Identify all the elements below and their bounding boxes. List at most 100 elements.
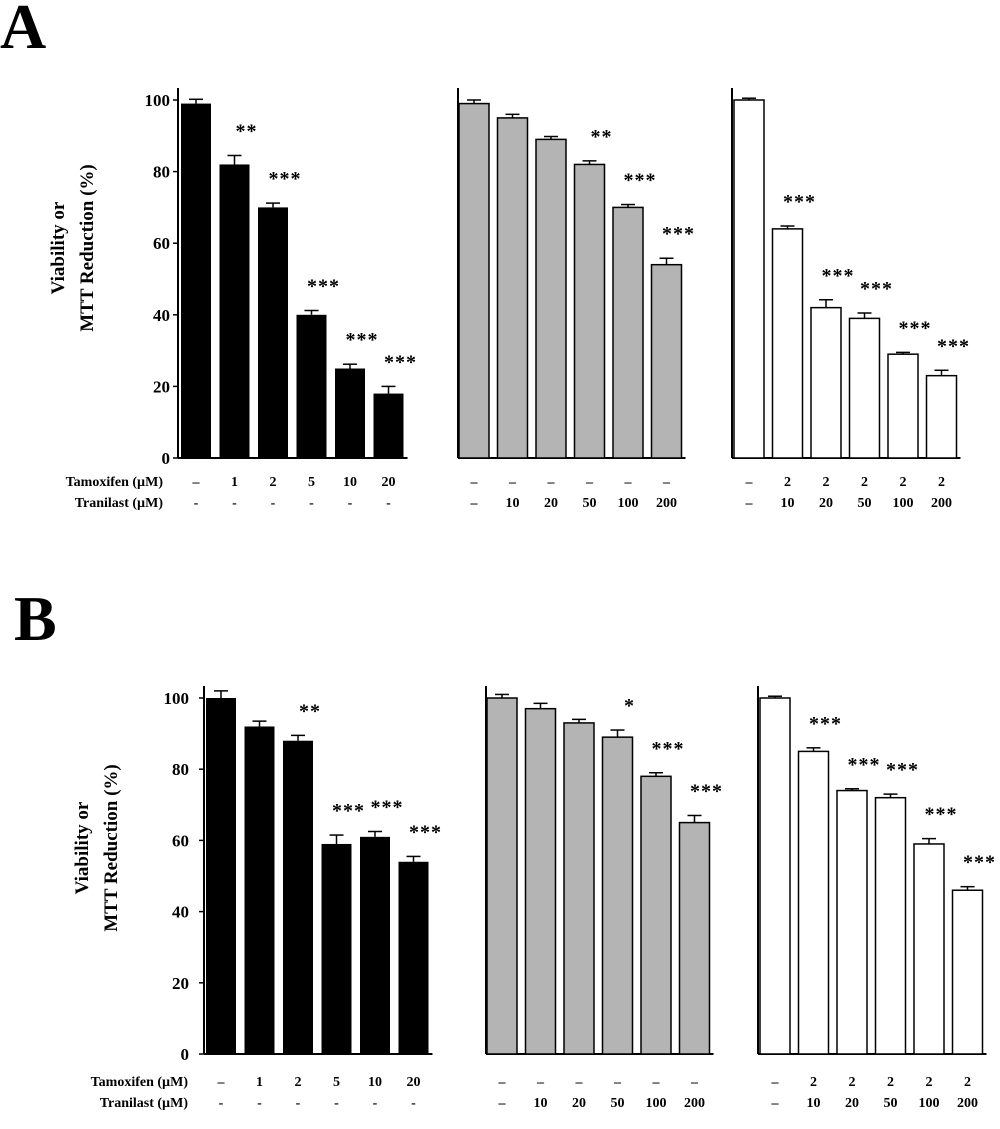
bar: [848, 317, 881, 459]
significance-label: ***: [371, 797, 404, 819]
tranilast-dose-label: -: [194, 496, 199, 511]
significance-label: ***: [937, 335, 970, 357]
bar: [874, 796, 907, 1055]
significance-label: ***: [963, 852, 996, 874]
bar: [296, 314, 327, 458]
bar: [913, 843, 945, 1055]
tranilast-dose-label: 200: [931, 496, 952, 511]
tamoxifen-dose-label: 2: [900, 475, 907, 490]
bar-group-2: – – – 10 – 20 * – 50 *** – 100 *** – 200: [485, 686, 723, 1111]
y-tick-label: 60: [172, 831, 189, 850]
y-tick-label: 100: [145, 91, 171, 110]
tranilast-dose-label: 10: [781, 496, 795, 511]
tranilast-dose-label: 50: [884, 1096, 898, 1111]
tranilast-dose-label: –: [470, 496, 479, 511]
significance-label: ***: [332, 800, 365, 822]
tranilast-dose-label: -: [373, 1096, 378, 1111]
bar: [335, 368, 365, 458]
bar: [573, 163, 606, 459]
y-axis-title: MTT Reduction (%): [101, 764, 122, 931]
bar: [373, 393, 404, 458]
tamoxifen-dose-label: –: [536, 1075, 545, 1090]
tranilast-dose-label: 50: [858, 496, 872, 511]
tamoxifen-dose-label: 20: [407, 1075, 421, 1090]
tamoxifen-dose-label: 2: [823, 475, 830, 490]
tranilast-dose-label: -: [219, 1096, 224, 1111]
significance-label: ***: [899, 317, 932, 339]
tranilast-dose-label: -: [348, 496, 353, 511]
tranilast-dose-label: -: [411, 1096, 416, 1111]
y-tick-label: 80: [172, 760, 189, 779]
panel-letter: A: [0, 0, 46, 62]
bar: [181, 103, 211, 458]
row-label-tamoxifen: Tamoxifen (µM): [91, 1075, 189, 1090]
tamoxifen-dose-label: 10: [343, 475, 357, 490]
tranilast-dose-label: 10: [534, 1096, 548, 1111]
y-tick-label: 60: [153, 234, 170, 253]
bar: [486, 697, 518, 1055]
tranilast-dose-label: -: [232, 496, 237, 511]
tranilast-dose-label: 100: [893, 496, 914, 511]
tamoxifen-dose-label: –: [771, 1075, 780, 1090]
y-tick-label: 0: [181, 1045, 190, 1064]
tranilast-dose-label: –: [771, 1096, 780, 1111]
bar: [321, 843, 352, 1054]
tranilast-dose-label: 200: [656, 496, 677, 511]
significance-label: ***: [269, 168, 302, 190]
row-label-tranilast: Tranilast (µM): [100, 1096, 189, 1111]
bar: [640, 775, 672, 1055]
panel-a: A 0 20 40 60 80 100 Viability or MTT Reduction (…: [0, 0, 970, 511]
y-tick-label: 40: [172, 903, 189, 922]
significance-label: ***: [307, 276, 340, 298]
y-tick-label: 0: [162, 449, 171, 468]
tranilast-dose-label: 20: [544, 496, 558, 511]
tamoxifen-dose-label: –: [575, 1075, 584, 1090]
tranilast-dose-label: 20: [845, 1096, 859, 1111]
tranilast-dose-label: 100: [618, 496, 639, 511]
bar-group-2: – – – 10 – 20 ** – 50 *** – 100 *** – 200: [457, 88, 695, 511]
y-tick-label: 80: [153, 163, 170, 182]
significance-label: ***: [652, 738, 685, 760]
significance-label: ***: [384, 351, 417, 373]
bar: [360, 836, 390, 1054]
tranilast-dose-label: 50: [583, 496, 597, 511]
tamoxifen-dose-label: –: [508, 475, 517, 490]
tamoxifen-dose-label: 2: [926, 1075, 933, 1090]
significance-label: ***: [822, 265, 855, 287]
significance-label: ***: [346, 329, 379, 351]
significance-label: ***: [809, 713, 842, 735]
tamoxifen-dose-label: –: [624, 475, 633, 490]
tamoxifen-dose-label: 1: [256, 1075, 263, 1090]
tamoxifen-dose-label: 10: [368, 1075, 382, 1090]
tranilast-dose-label: –: [498, 1096, 507, 1111]
bar: [678, 821, 711, 1055]
tranilast-dose-label: -: [296, 1096, 301, 1111]
bar-group-3: – – *** 2 10 *** 2 20 *** 2 50 *** 2 100 *** 2 200: [731, 88, 970, 511]
tamoxifen-dose-label: 2: [861, 475, 868, 490]
bar: [650, 263, 683, 459]
tamoxifen-dose-label: –: [470, 475, 479, 490]
tamoxifen-dose-label: 2: [938, 475, 945, 490]
tranilast-dose-label: -: [386, 496, 391, 511]
significance-label: ***: [848, 754, 881, 776]
significance-label: ***: [690, 780, 723, 802]
bar: [398, 861, 429, 1054]
significance-label: ***: [662, 223, 695, 245]
tranilast-dose-label: 20: [572, 1096, 586, 1111]
significance-label: *: [624, 695, 635, 717]
tamoxifen-dose-label: 2: [295, 1075, 302, 1090]
tranilast-dose-label: -: [309, 496, 314, 511]
tamoxifen-dose-label: 20: [382, 475, 396, 490]
bar: [810, 306, 842, 459]
bar: [496, 117, 529, 459]
tamoxifen-dose-label: 2: [270, 475, 277, 490]
bar: [524, 707, 557, 1055]
row-label-tamoxifen: Tamoxifen (µM): [66, 475, 164, 490]
significance-label: ***: [409, 821, 442, 843]
tamoxifen-dose-label: –: [585, 475, 594, 490]
tamoxifen-dose-label: 5: [333, 1075, 340, 1090]
y-tick-label: 20: [172, 974, 189, 993]
tranilast-dose-label: -: [334, 1096, 339, 1111]
y-tick-label: 20: [153, 377, 170, 396]
